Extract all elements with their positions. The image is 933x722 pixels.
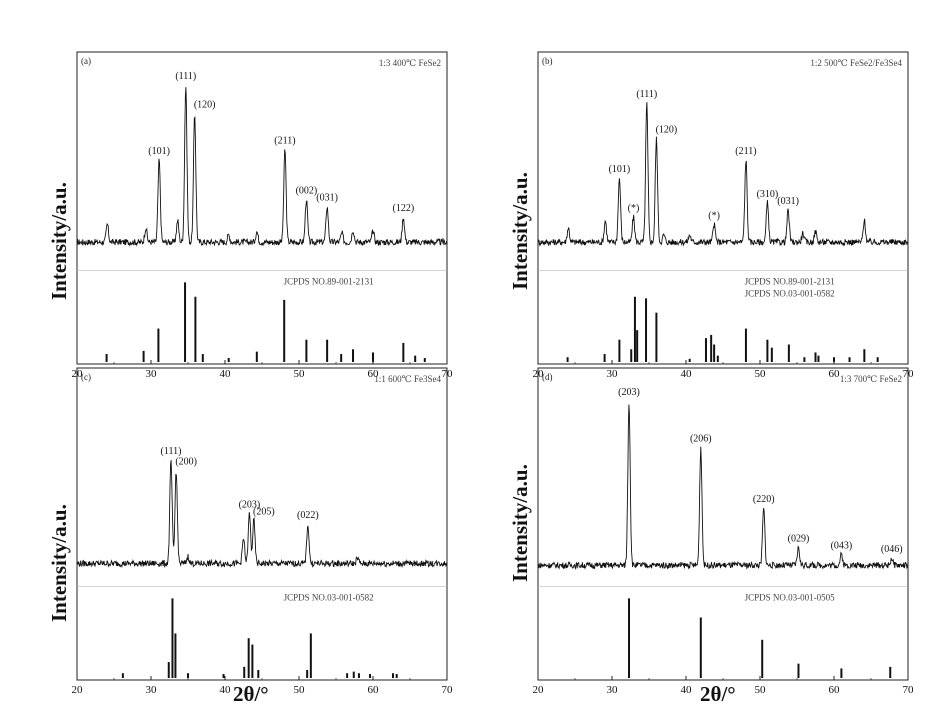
peak-label: (031): [316, 192, 338, 203]
peak-label: (*): [628, 203, 640, 214]
sample-label: 1:2 500℃ FeSe2/Fe3Se4: [810, 58, 902, 68]
sample-label: 1:3 700℃ FeSe2: [840, 374, 902, 384]
peak-label: (*): [708, 210, 720, 221]
peak-label: (203): [618, 387, 640, 398]
reference-label: JCPDS NO.89-001-2131: [284, 276, 374, 286]
x-tick-label: 30: [146, 684, 158, 696]
xrd-pattern-line: [77, 87, 447, 245]
y-axis-label: Intensity/a.u.: [47, 504, 72, 622]
x-tick-label: 40: [681, 684, 693, 696]
x-axis-label: 2θ/°: [700, 682, 736, 707]
peak-label: (111): [636, 89, 657, 100]
peak-label: (111): [161, 446, 182, 457]
panel-c: (111)(200)(203)(205)(022)JCPDS NO.03-001…: [72, 368, 454, 696]
peak-label: (022): [297, 510, 319, 521]
sample-label: 1:1 600℃ Fe3Se4: [374, 374, 441, 384]
peak-label: (200): [175, 457, 197, 468]
peak-label: (211): [274, 135, 295, 146]
y-axis-label: Intensity/a.u.: [47, 182, 72, 300]
sample-label: 1:3 400℃ FeSe2: [379, 58, 441, 68]
x-tick-label: 30: [607, 368, 619, 380]
peak-label: (205): [253, 507, 275, 518]
peak-label: (220): [753, 494, 775, 505]
peak-label: (029): [788, 533, 810, 544]
reference-label: JCPDS NO.89-001-2131: [745, 276, 835, 286]
panel-label: (d): [542, 372, 553, 382]
panel-d: (203) (206) (220) (029) (043) (046) JCPDS NO.0…: [533, 368, 915, 696]
plot-frame: [77, 368, 447, 680]
plot-frame: [538, 368, 908, 680]
reference-label: JCPDS NO.03-001-0582: [284, 592, 374, 602]
peak-label: (101): [609, 164, 631, 175]
reference-label: JCPDS NO.03-001-0582: [745, 288, 835, 298]
y-axis-label: Intensity/a.u.: [508, 464, 533, 582]
peak-label: (310): [757, 189, 779, 200]
peak-label: (046): [881, 544, 903, 555]
peak-label: (101): [148, 146, 170, 157]
plot-frame: [538, 52, 908, 364]
panel-a: (101) (111) (120) (211) (002)(031) (122) JCPDS…: [72, 52, 454, 380]
x-tick-label: 60: [829, 368, 841, 380]
peak-label: (031): [777, 196, 799, 207]
xrd-pattern-line: [538, 405, 908, 569]
peak-label: (211): [735, 146, 756, 157]
x-tick-label: 20: [533, 684, 545, 696]
reference-label: JCPDS NO.03-001-0505: [745, 592, 836, 602]
x-tick-label: 50: [755, 684, 767, 696]
x-tick-label: 50: [294, 684, 306, 696]
peak-label: (120): [656, 125, 678, 136]
panel-b: (101) (*) (111) (120) (*) (211) (310)(031) JCPD…: [533, 52, 915, 380]
peak-label: (206): [690, 434, 712, 445]
panel-label: (c): [81, 372, 91, 382]
x-tick-label: 40: [220, 368, 232, 380]
x-tick-label: 50: [755, 368, 767, 380]
panel-label: (a): [81, 56, 91, 66]
x-tick-label: 40: [681, 368, 693, 380]
x-tick-label: 20: [72, 684, 84, 696]
peak-label: (122): [393, 203, 415, 214]
x-tick-label: 50: [294, 368, 306, 380]
peak-label: (120): [194, 100, 216, 111]
x-tick-label: 30: [607, 684, 619, 696]
x-tick-label: 40: [220, 684, 232, 696]
y-axis-label: Intensity/a.u.: [508, 172, 533, 290]
peak-label: (002): [296, 185, 318, 196]
x-tick-label: 70: [442, 684, 454, 696]
xrd-pattern-line: [538, 102, 908, 245]
x-tick-label: 60: [368, 684, 380, 696]
x-tick-label: 60: [829, 684, 841, 696]
x-tick-label: 30: [146, 368, 158, 380]
x-axis-label: 2θ/°: [233, 682, 269, 707]
plot-frame: [77, 52, 447, 364]
peak-label: (043): [831, 541, 853, 552]
x-tick-label: 70: [903, 684, 915, 696]
peak-label: (111): [175, 71, 196, 82]
panel-label: (b): [542, 56, 553, 66]
